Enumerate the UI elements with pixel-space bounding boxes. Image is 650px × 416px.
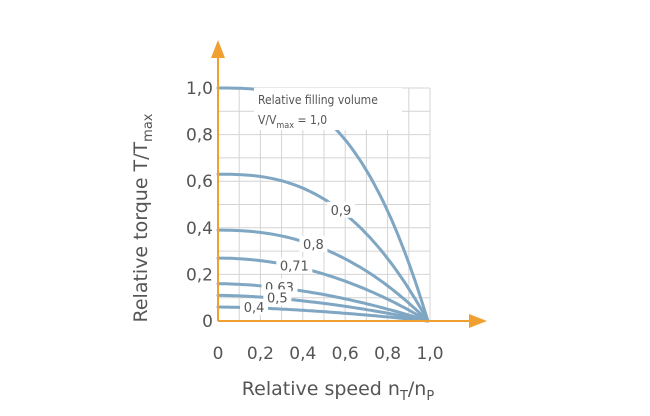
series-curve: [216, 293, 430, 323]
curve-label: 0,9: [331, 204, 352, 219]
series-curve: [216, 282, 430, 323]
annotation-backdrop: [254, 88, 402, 130]
x-axis-arrow-icon: [469, 314, 487, 328]
x-tick-label: 0,2: [247, 344, 274, 364]
curve-label-backdrop: [240, 298, 269, 315]
curve-label-backdrop: [326, 201, 355, 218]
y-tick-label: 0: [202, 312, 213, 332]
annotation-line-2: V/Vmax = 1,0: [258, 113, 327, 131]
x-tick-label: 0,6: [332, 344, 359, 364]
y-tick-label: 1,0: [186, 79, 213, 99]
curve-label: 0,4: [244, 301, 265, 316]
y-axis-title: Relative torque T/Tmax: [130, 113, 156, 322]
y-tick-label: 0,8: [186, 126, 213, 146]
curve-label-backdrop: [299, 235, 328, 252]
curve-label-backdrop: [276, 257, 313, 274]
x-tick-label: 0,8: [374, 344, 401, 364]
annotation-line-1: Relative filling volume: [258, 93, 378, 107]
y-axis-arrow-icon: [211, 40, 225, 58]
x-tick-label: 0: [213, 344, 224, 364]
curve-label: 0,71: [280, 259, 309, 274]
curve-label-backdrop: [263, 289, 292, 306]
axes: [211, 40, 487, 328]
y-tick-label: 0,6: [186, 172, 213, 192]
series-curve: [216, 172, 430, 323]
x-tick-label: 1,0: [416, 344, 443, 364]
x-tick-label: 0,4: [289, 344, 316, 364]
tick-labels: 0 0,2 0,4 0,6 0,8 1,0 0 0,2 0,4 0,6 0,8 1,0: [186, 79, 444, 364]
curve-label: 0,5: [267, 291, 288, 306]
y-tick-label: 0,2: [186, 265, 213, 285]
x-axis-title: Relative speed nT/nP: [242, 378, 435, 404]
y-tick-label: 0,4: [186, 219, 213, 239]
curve-labels: 0,90,80,710,630,50,4: [240, 201, 355, 316]
series-curve: [216, 256, 430, 323]
curve-label: 0,8: [303, 238, 324, 253]
